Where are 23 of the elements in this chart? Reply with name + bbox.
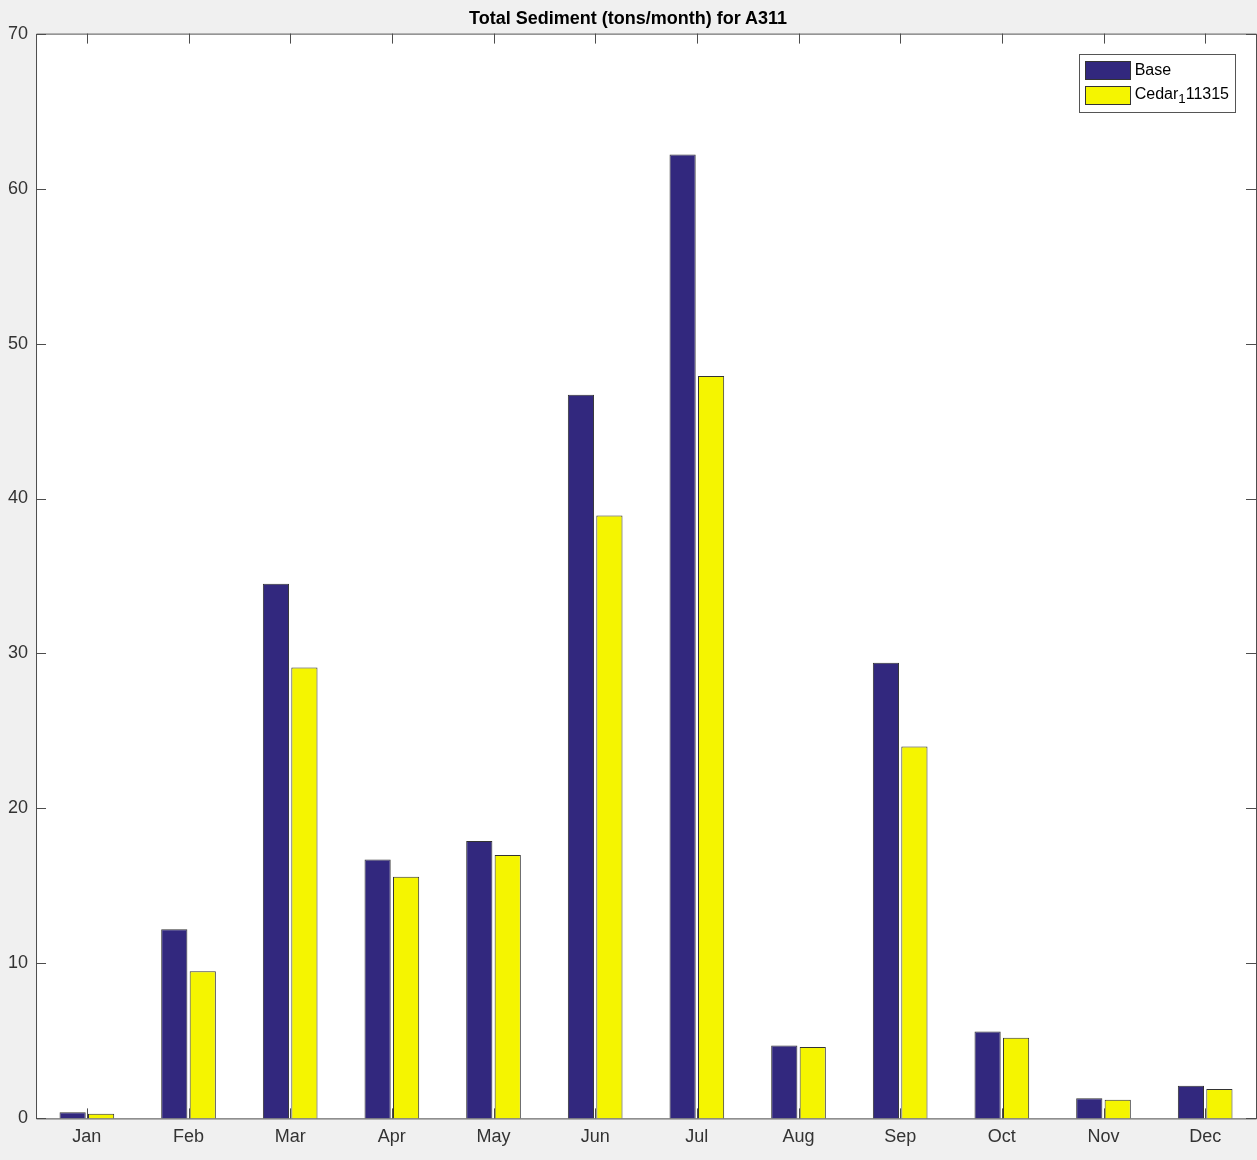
y-tick-label: 60: [7, 177, 29, 198]
x-tick-label: Oct: [987, 1126, 1016, 1147]
x-tick-label: Jan: [72, 1126, 102, 1147]
x-tick-label: Mar: [274, 1126, 306, 1147]
x-tick-label: Dec: [1189, 1126, 1222, 1147]
y-tick-label: 10: [7, 952, 29, 973]
y-tick-label: 50: [7, 332, 29, 353]
legend-label: Cedar$_{1}$11315: [1134, 84, 1229, 106]
x-tick-label: Feb: [173, 1126, 205, 1147]
y-tick-label: 0: [18, 1107, 29, 1128]
x-tick-label: Aug: [782, 1126, 815, 1147]
chart-title: Total Sediment (tons/month) for A311: [468, 7, 788, 28]
legend-label: Base: [1134, 61, 1172, 80]
x-tick-label: Jul: [685, 1126, 709, 1147]
x-tick-label: May: [476, 1126, 511, 1147]
y-tick-label: 20: [7, 797, 29, 818]
x-tick-label: Apr: [377, 1126, 406, 1147]
y-tick-label: 40: [7, 487, 29, 508]
x-tick-label: Jun: [580, 1126, 610, 1147]
x-tick-label: Sep: [884, 1126, 917, 1147]
x-tick-label: Nov: [1087, 1126, 1120, 1147]
y-tick-label: 30: [7, 642, 29, 663]
y-tick-label: 70: [7, 22, 29, 43]
